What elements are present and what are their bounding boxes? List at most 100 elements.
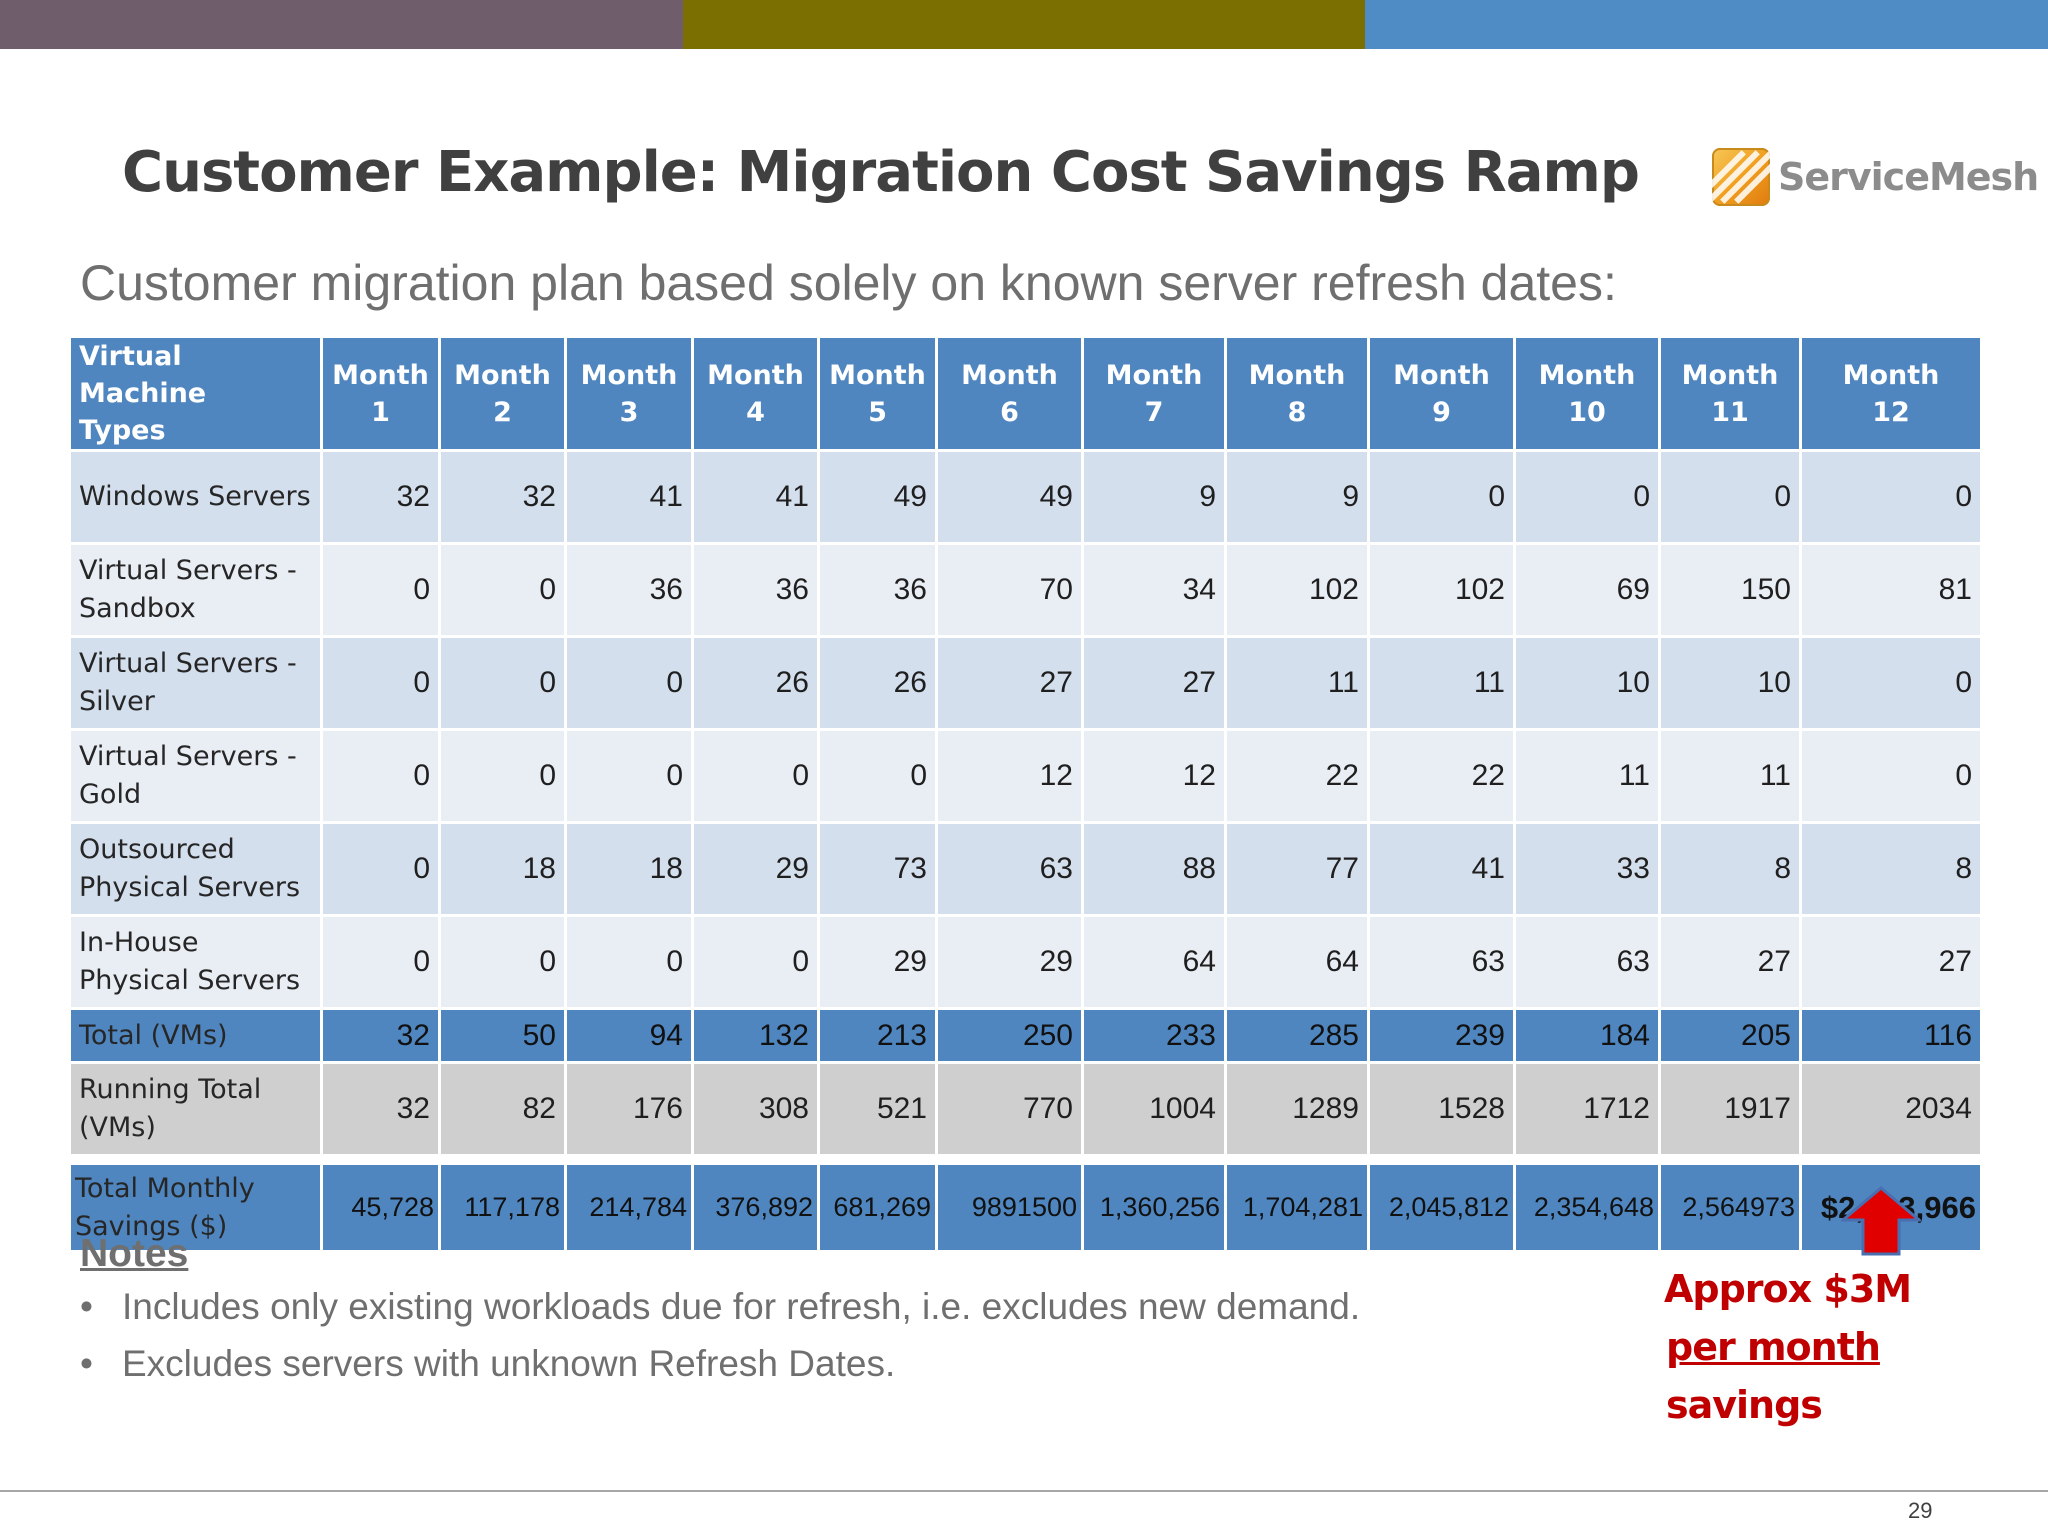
table-cell: 132 [691, 1007, 820, 1064]
notes-heading: Notes [80, 1232, 189, 1275]
top-bar-segment-1 [0, 0, 683, 49]
table-cell: 41 [564, 449, 694, 545]
table-row: Virtual Servers - Sandbox 0 0 36 36 36 70 34 102 1… [68, 542, 1983, 638]
table-cell: 26 [817, 635, 938, 731]
table-cell: 50 [438, 1007, 567, 1064]
table-cell: 63 [1367, 914, 1516, 1010]
table-cell: 0 [320, 821, 441, 917]
table-cell: 0 [691, 914, 820, 1010]
note-item: • Excludes servers with unknown Refresh D… [80, 1343, 896, 1384]
table-cell: 285 [1224, 1007, 1370, 1064]
table-cell: 11 [1658, 728, 1802, 824]
table-cell: 27 [1081, 635, 1227, 731]
notes-section: Notes • Includes only existing workloads … [80, 1232, 1360, 1400]
notes-list: • Includes only existing workloads due fo… [80, 1286, 1360, 1385]
header-month: Month 6 [935, 335, 1084, 452]
row-label: In-House Physical Servers [68, 914, 323, 1010]
table-header-row: Virtual Machine Types Month 1 Month 2 Month… [68, 335, 1983, 452]
row-label: Running Total (VMs) [68, 1061, 323, 1157]
table-cell: 1289 [1224, 1061, 1370, 1157]
table-cell: 2,045,812 [1367, 1162, 1516, 1253]
table-cell: 250 [935, 1007, 1084, 1064]
table-cell: 308 [691, 1061, 820, 1157]
table-cell: 11 [1367, 635, 1516, 731]
table-cell: 41 [1367, 821, 1516, 917]
table-cell: 18 [438, 821, 567, 917]
savings-callout: Approx $3M per month savings [1664, 1260, 2048, 1434]
table-cell: 34 [1081, 542, 1227, 638]
table-cell: 0 [320, 635, 441, 731]
table-cell: 214,784 [564, 1162, 694, 1253]
table-cell: 12 [935, 728, 1084, 824]
table-cell: 2,354,648 [1513, 1162, 1661, 1253]
table-cell: 33 [1513, 821, 1661, 917]
table-cell: 0 [320, 914, 441, 1010]
table-cell: 213 [817, 1007, 938, 1064]
table-row: Windows Servers 32 32 41 41 49 49 9 9 0 0 0 0 [68, 449, 1983, 545]
table-cell: 1528 [1367, 1061, 1516, 1157]
table-cell: 10 [1658, 635, 1802, 731]
table-cell: 2,564973 [1658, 1162, 1802, 1253]
row-label: Virtual Servers - Gold [68, 728, 323, 824]
table-row: Virtual Servers - Silver 0 0 0 26 26 27 27 11 11 10… [68, 635, 1983, 731]
table-cell: 0 [320, 542, 441, 638]
table-cell: 0 [1513, 449, 1661, 545]
header-month: Month 10 [1513, 335, 1661, 452]
table-cell: 0 [1799, 635, 1983, 731]
table-cell: 0 [438, 542, 567, 638]
table-cell: 32 [320, 1061, 441, 1157]
slide-title: Customer Example: Migration Cost Savings… [122, 140, 1640, 205]
table-cell: 1,360,256 [1081, 1162, 1227, 1253]
table-cell: 376,892 [691, 1162, 820, 1253]
table-cell: 1712 [1513, 1061, 1661, 1157]
table-cell: 1,704,281 [1224, 1162, 1370, 1253]
slide-subtitle: Customer migration plan based solely on … [80, 255, 1617, 311]
header-month: Month 9 [1367, 335, 1516, 452]
table-cell: 36 [817, 542, 938, 638]
total-row: Total (VMs) 32 50 94 132 213 250 233 285 239 184 20… [68, 1007, 1983, 1064]
table-cell: 64 [1224, 914, 1370, 1010]
table-cell: 0 [438, 914, 567, 1010]
table-cell: 10 [1513, 635, 1661, 731]
table-cell: 27 [935, 635, 1084, 731]
table-cell: 102 [1224, 542, 1370, 638]
table-cell: 102 [1367, 542, 1516, 638]
table-cell: 11 [1513, 728, 1661, 824]
table-cell: 29 [935, 914, 1084, 1010]
spacer-row [69, 1155, 1982, 1164]
table-cell: 0 [438, 635, 567, 731]
table-cell: 49 [817, 449, 938, 545]
table-cell: 0 [438, 728, 567, 824]
top-color-bar [0, 0, 2048, 49]
table-cell: 64 [1081, 914, 1227, 1010]
table-cell: 32 [320, 449, 441, 545]
table-cell: 150 [1658, 542, 1802, 638]
table-cell: 29 [817, 914, 938, 1010]
servicemesh-logo-icon [1712, 148, 1770, 206]
top-bar-segment-3 [1365, 0, 2048, 49]
row-label: Outsourced Physical Servers [68, 821, 323, 917]
row-label: Virtual Servers - Sandbox [68, 542, 323, 638]
table-cell: 1917 [1658, 1061, 1802, 1157]
table-cell: 0 [1799, 449, 1983, 545]
table-cell: 94 [564, 1007, 694, 1064]
table-cell: 0 [1799, 728, 1983, 824]
table-cell: 26 [691, 635, 820, 731]
table-cell: 0 [1658, 449, 1802, 545]
table-cell: 77 [1224, 821, 1370, 917]
note-item: • Includes only existing workloads due fo… [80, 1286, 1361, 1327]
table-row: Virtual Servers - Gold 0 0 0 0 0 12 12 22 22 11 11 0 [68, 728, 1983, 824]
header-month: Month 1 [320, 335, 441, 452]
table-cell: 32 [438, 449, 567, 545]
table-cell: 11 [1224, 635, 1370, 731]
table-cell: 63 [935, 821, 1084, 917]
savings-row: Total Monthly Savings ($) 45,728 117,178 214… [68, 1162, 1983, 1253]
table-cell: 41 [691, 449, 820, 545]
header-vm-types: Virtual Machine Types [68, 335, 323, 452]
table-cell: 2034 [1799, 1061, 1983, 1157]
header-month: Month 3 [564, 335, 694, 452]
table-cell: 0 [564, 635, 694, 731]
bullet: • [80, 1286, 93, 1327]
table-cell: 36 [691, 542, 820, 638]
table-cell: 0 [1367, 449, 1516, 545]
